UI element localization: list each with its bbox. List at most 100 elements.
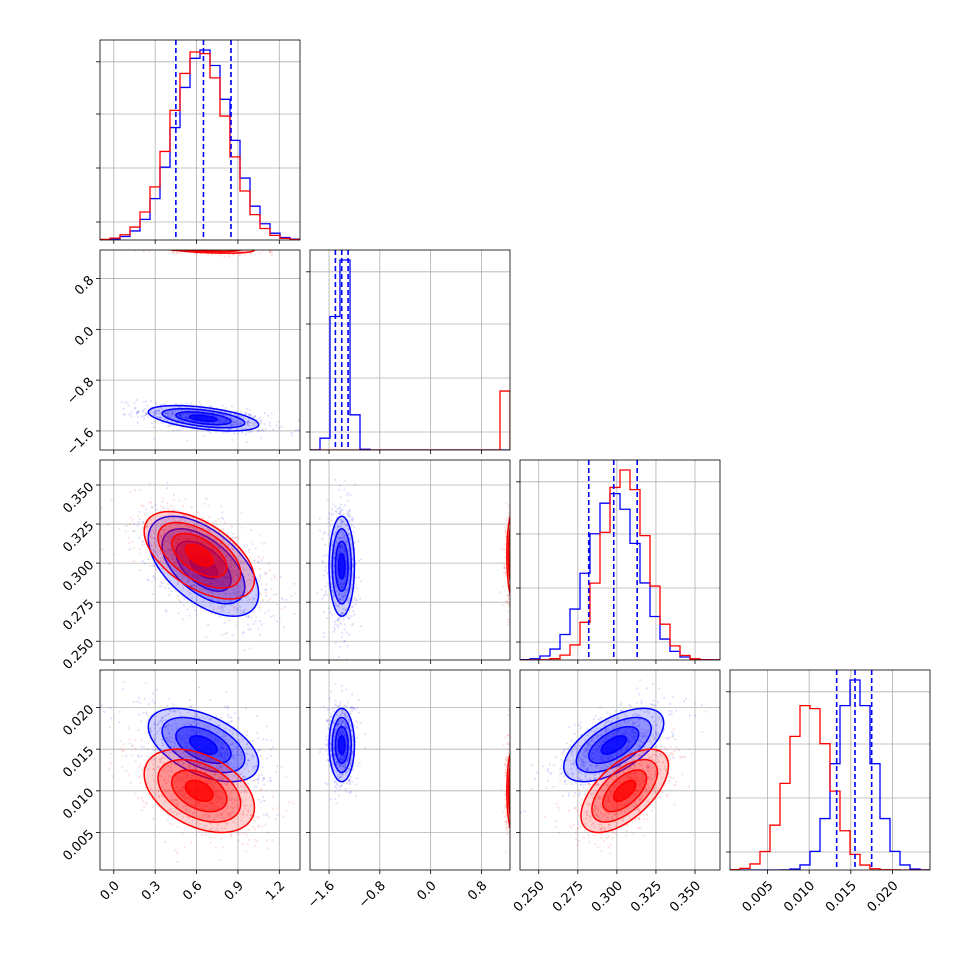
scatter-point bbox=[162, 497, 165, 500]
scatter-point bbox=[230, 245, 232, 247]
scatter-point bbox=[233, 421, 236, 424]
scatter-point bbox=[514, 567, 516, 569]
scatter-point bbox=[233, 423, 236, 426]
scatter-point bbox=[516, 554, 518, 556]
scatter-point bbox=[225, 244, 227, 246]
scatter-point bbox=[189, 584, 192, 587]
scatter-point bbox=[502, 585, 505, 588]
scatter-point bbox=[204, 246, 206, 248]
scatter-point bbox=[162, 559, 165, 562]
scatter-point bbox=[342, 596, 345, 599]
scatter-point bbox=[217, 572, 220, 575]
scatter-point bbox=[324, 585, 327, 588]
scatter-point bbox=[510, 544, 512, 546]
scatter-point bbox=[253, 415, 256, 418]
scatter-point bbox=[186, 412, 189, 416]
scatter-point bbox=[510, 532, 512, 534]
scatter-point bbox=[515, 555, 517, 557]
scatter-point bbox=[257, 748, 260, 752]
scatter-point bbox=[200, 243, 202, 245]
scatter-point bbox=[253, 785, 256, 788]
scatter-point bbox=[339, 623, 342, 626]
scatter-point bbox=[148, 250, 151, 252]
scatter-point bbox=[514, 576, 516, 578]
scatter-point bbox=[351, 565, 354, 569]
scatter-point bbox=[338, 546, 341, 550]
scatter-point bbox=[515, 542, 517, 544]
scatter-point bbox=[514, 542, 516, 544]
scatter-point bbox=[132, 546, 135, 550]
scatter-point bbox=[511, 587, 513, 589]
scatter-point bbox=[234, 595, 237, 598]
scatter-point bbox=[247, 419, 250, 423]
scatter-point bbox=[512, 586, 514, 588]
scatter-point bbox=[228, 247, 230, 249]
scatter-point bbox=[181, 242, 183, 244]
scatter-point bbox=[174, 538, 177, 541]
y-tick-label: 0.350 bbox=[60, 480, 97, 517]
scatter-point bbox=[253, 422, 256, 425]
scatter-point bbox=[220, 572, 223, 575]
scatter-point bbox=[159, 416, 162, 419]
scatter-point bbox=[133, 244, 135, 246]
scatter-point bbox=[343, 628, 346, 631]
scatter-point bbox=[510, 572, 512, 574]
scatter-point bbox=[511, 558, 513, 560]
scatter-point bbox=[213, 560, 217, 563]
scatter-point bbox=[113, 553, 116, 556]
scatter-point bbox=[338, 606, 341, 609]
scatter-point bbox=[514, 543, 516, 545]
scatter-point bbox=[511, 557, 513, 559]
scatter-point bbox=[359, 580, 362, 583]
scatter-point bbox=[191, 576, 194, 579]
histogram-series-0 bbox=[520, 492, 720, 660]
scatter-point bbox=[182, 245, 184, 247]
scatter-point bbox=[186, 536, 189, 540]
scatter-point bbox=[179, 414, 182, 417]
scatter-point bbox=[221, 576, 224, 579]
scatter-point bbox=[183, 417, 186, 420]
scatter-point bbox=[523, 540, 525, 542]
scatter-point bbox=[130, 411, 133, 414]
scatter-point bbox=[176, 243, 178, 245]
scatter-point bbox=[209, 580, 212, 584]
scatter-point bbox=[175, 542, 178, 545]
scatter-point bbox=[219, 248, 221, 250]
scatter-point bbox=[338, 545, 342, 548]
scatter-point bbox=[163, 412, 167, 415]
scatter-point bbox=[513, 553, 515, 555]
scatter-point bbox=[128, 523, 131, 526]
scatter-point bbox=[181, 548, 184, 551]
scatter-point bbox=[194, 245, 196, 247]
scatter-point bbox=[166, 247, 168, 249]
scatter-point bbox=[518, 546, 520, 548]
scatter-point bbox=[212, 608, 215, 612]
scatter-point bbox=[207, 247, 209, 249]
scatter-point bbox=[183, 544, 186, 547]
scatter-point bbox=[297, 419, 300, 422]
scatter-point bbox=[102, 548, 105, 551]
scatter-point bbox=[207, 243, 209, 245]
scatter-point bbox=[180, 248, 182, 250]
scatter-point bbox=[219, 611, 222, 614]
scatter-point bbox=[185, 580, 189, 583]
scatter-point bbox=[225, 572, 228, 575]
scatter-point bbox=[217, 565, 220, 569]
scatter-point bbox=[139, 569, 142, 572]
scatter-point bbox=[511, 507, 513, 509]
scatter-point bbox=[188, 244, 190, 246]
scatter-point bbox=[513, 526, 515, 528]
scatter-point bbox=[159, 580, 162, 584]
scatter-point bbox=[513, 539, 515, 541]
scatter-point bbox=[174, 244, 176, 246]
scatter-point bbox=[175, 524, 178, 527]
scatter-point bbox=[512, 537, 514, 539]
scatter-point bbox=[165, 487, 169, 490]
scatter-point bbox=[198, 575, 201, 578]
scatter-point bbox=[181, 247, 183, 249]
scatter-point bbox=[517, 597, 519, 599]
scatter-point bbox=[514, 534, 516, 536]
scatter-point bbox=[512, 519, 514, 521]
scatter-point bbox=[212, 243, 214, 245]
scatter-point bbox=[515, 561, 517, 563]
